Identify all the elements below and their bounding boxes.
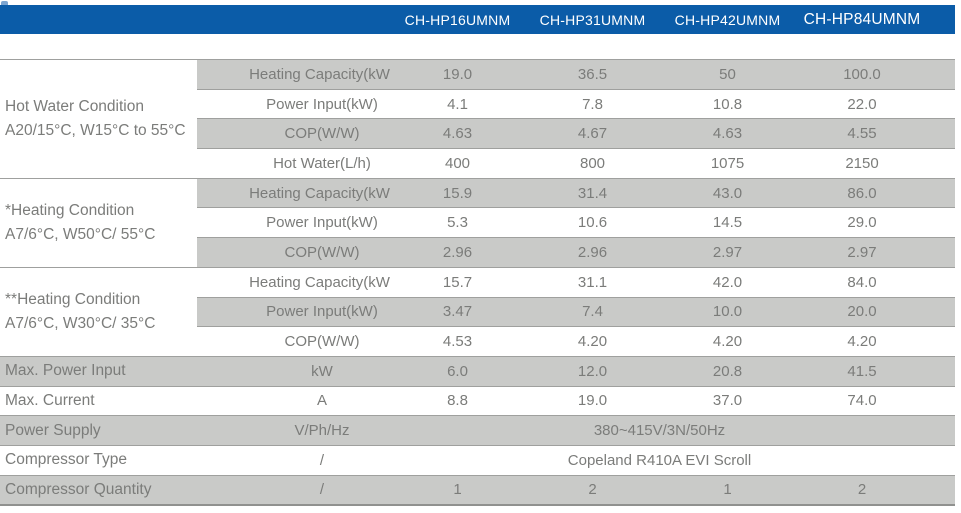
spec-unit: kW xyxy=(197,355,390,386)
value-cell: 100.0 xyxy=(795,59,955,89)
value-cell: 4.20 xyxy=(525,326,660,356)
value-cell: 43.0 xyxy=(660,177,795,208)
value-cell: 1 xyxy=(390,474,525,505)
value-cell-spanning: 380~415V/3N/50Hz xyxy=(390,415,955,445)
value-cell: 4.63 xyxy=(390,118,525,149)
param-label: Heating Capacity(kW) xyxy=(197,266,390,297)
model-column-header: CH-HP16UMNM xyxy=(404,11,511,28)
value-cell: 20.0 xyxy=(795,296,955,327)
spec-row-label: Compressor Quantity xyxy=(0,474,197,505)
model-header-bar: CH-HP16UMNM CH-HP31UMNM CH-HP42UMNM CH-H… xyxy=(0,5,955,34)
value-cell: 4.20 xyxy=(660,326,795,356)
param-label: Heating Capacity(kW) xyxy=(197,177,390,208)
condition-group-title: Hot Water Condition xyxy=(5,97,144,115)
condition-group-detail: A20/15°C, W15°C to 55°C xyxy=(5,121,186,139)
spec-unit: A xyxy=(197,385,390,416)
condition-group-title: *Heating Condition xyxy=(5,201,135,219)
spec-row-label: Compressor Type xyxy=(0,444,197,475)
spec-row-label: Power Supply xyxy=(0,415,197,445)
spec-unit: / xyxy=(197,474,390,505)
condition-group-title: **Heating Condition xyxy=(5,290,141,308)
value-cell: 4.53 xyxy=(390,326,525,356)
value-cell: 22.0 xyxy=(795,88,955,119)
value-cell: 1075 xyxy=(660,148,795,178)
value-cell: 2.97 xyxy=(660,237,795,267)
value-cell: 10.0 xyxy=(660,296,795,327)
value-cell: 2.97 xyxy=(795,237,955,267)
model-column-header: CH-HP31UMNM xyxy=(539,11,646,28)
model-column-header: CH-HP84UMNM xyxy=(803,10,921,28)
value-cell: 74.0 xyxy=(795,385,955,416)
value-cell: 37.0 xyxy=(660,385,795,416)
value-cell: 10.6 xyxy=(525,207,660,238)
value-cell: 14.5 xyxy=(660,207,795,238)
value-cell: 15.9 xyxy=(390,177,525,208)
param-label: COP(W/W) xyxy=(197,118,390,149)
value-cell: 20.8 xyxy=(660,355,795,386)
value-cell: 7.8 xyxy=(525,88,660,119)
value-cell-spanning: Copeland R410A EVI Scroll xyxy=(390,444,955,475)
param-label: Hot Water(L/h) xyxy=(197,148,390,178)
value-cell: 2.96 xyxy=(525,237,660,267)
value-cell: 15.7 xyxy=(390,266,525,297)
value-cell: 42.0 xyxy=(660,266,795,297)
value-cell: 3.47 xyxy=(390,296,525,327)
condition-group-label: Hot Water Condition A20/15°C, W15°C to 5… xyxy=(0,59,197,178)
condition-group-label: *Heating Condition A7/6°C, W50°C/ 55°C xyxy=(0,177,197,267)
value-cell: 8.8 xyxy=(390,385,525,416)
value-cell: 5.3 xyxy=(390,207,525,238)
value-cell: 10.8 xyxy=(660,88,795,119)
corner-mark-icon xyxy=(1,1,8,8)
param-label: Heating Capacity(kW) xyxy=(197,59,390,89)
value-cell: 800 xyxy=(525,148,660,178)
value-cell: 19.0 xyxy=(390,59,525,89)
value-cell: 29.0 xyxy=(795,207,955,238)
value-cell: 50 xyxy=(660,59,795,89)
value-cell: 400 xyxy=(390,148,525,178)
value-cell: 4.63 xyxy=(660,118,795,149)
condition-group-detail: A7/6°C, W30°C/ 35°C xyxy=(5,314,156,332)
value-cell: 4.67 xyxy=(525,118,660,149)
param-label: COP(W/W) xyxy=(197,326,390,356)
param-label: COP(W/W) xyxy=(197,237,390,267)
spec-row-label: Max. Power Input xyxy=(0,355,197,386)
value-cell: 2 xyxy=(525,474,660,505)
param-label: Power Input(kW) xyxy=(197,207,390,238)
param-label: Power Input(kW) xyxy=(197,296,390,327)
value-cell: 31.4 xyxy=(525,177,660,208)
value-cell: 2 xyxy=(795,474,955,505)
value-cell: 4.20 xyxy=(795,326,955,356)
value-cell: 36.5 xyxy=(525,59,660,89)
value-cell: 4.1 xyxy=(390,88,525,119)
value-cell: 84.0 xyxy=(795,266,955,297)
spec-unit: / xyxy=(197,444,390,475)
spec-table: Hot Water Condition A20/15°C, W15°C to 5… xyxy=(0,59,955,507)
value-cell: 4.55 xyxy=(795,118,955,149)
value-cell: 2150 xyxy=(795,148,955,178)
spec-unit: V/Ph/Hz xyxy=(197,415,390,445)
value-cell: 6.0 xyxy=(390,355,525,386)
value-cell: 19.0 xyxy=(525,385,660,416)
value-cell: 2.96 xyxy=(390,237,525,267)
value-cell: 41.5 xyxy=(795,355,955,386)
value-cell: 12.0 xyxy=(525,355,660,386)
value-cell: 31.1 xyxy=(525,266,660,297)
param-label: Power Input(kW) xyxy=(197,88,390,119)
value-cell: 1 xyxy=(660,474,795,505)
condition-group-detail: A7/6°C, W50°C/ 55°C xyxy=(5,225,156,243)
model-column-header: CH-HP42UMNM xyxy=(674,11,781,28)
spec-row-label: Max. Current xyxy=(0,385,197,416)
value-cell: 86.0 xyxy=(795,177,955,208)
condition-group-label: **Heating Condition A7/6°C, W30°C/ 35°C xyxy=(0,266,197,356)
value-cell: 7.4 xyxy=(525,296,660,327)
